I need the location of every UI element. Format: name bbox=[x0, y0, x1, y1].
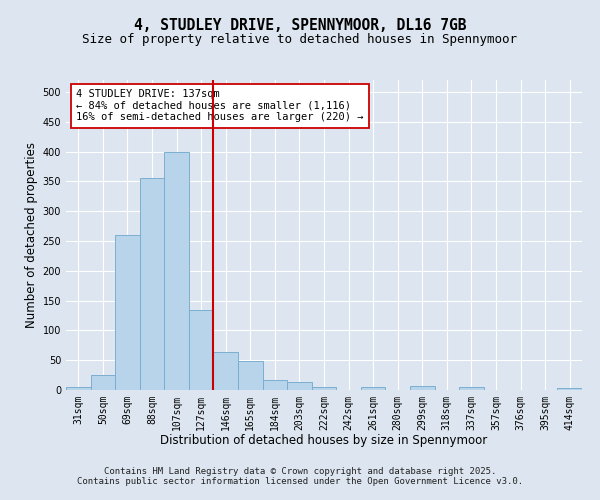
Text: 4, STUDLEY DRIVE, SPENNYMOOR, DL16 7GB: 4, STUDLEY DRIVE, SPENNYMOOR, DL16 7GB bbox=[134, 18, 466, 32]
Bar bbox=[459, 387, 484, 390]
Text: Size of property relative to detached houses in Spennymoor: Size of property relative to detached ho… bbox=[83, 32, 517, 46]
Bar bbox=[189, 310, 214, 390]
Bar bbox=[361, 387, 385, 390]
Bar bbox=[557, 388, 582, 390]
Bar bbox=[164, 152, 189, 390]
Bar bbox=[115, 235, 140, 390]
Bar bbox=[214, 352, 238, 390]
Bar bbox=[263, 380, 287, 390]
X-axis label: Distribution of detached houses by size in Spennymoor: Distribution of detached houses by size … bbox=[160, 434, 488, 448]
Bar bbox=[66, 387, 91, 390]
Bar bbox=[91, 375, 115, 390]
Text: Contains public sector information licensed under the Open Government Licence v3: Contains public sector information licen… bbox=[77, 477, 523, 486]
Text: Contains HM Land Registry data © Crown copyright and database right 2025.: Contains HM Land Registry data © Crown c… bbox=[104, 467, 496, 476]
Bar bbox=[238, 362, 263, 390]
Bar bbox=[312, 387, 336, 390]
Bar bbox=[287, 382, 312, 390]
Bar bbox=[410, 386, 434, 390]
Text: 4 STUDLEY DRIVE: 137sqm
← 84% of detached houses are smaller (1,116)
16% of semi: 4 STUDLEY DRIVE: 137sqm ← 84% of detache… bbox=[76, 90, 364, 122]
Y-axis label: Number of detached properties: Number of detached properties bbox=[25, 142, 38, 328]
Bar bbox=[140, 178, 164, 390]
